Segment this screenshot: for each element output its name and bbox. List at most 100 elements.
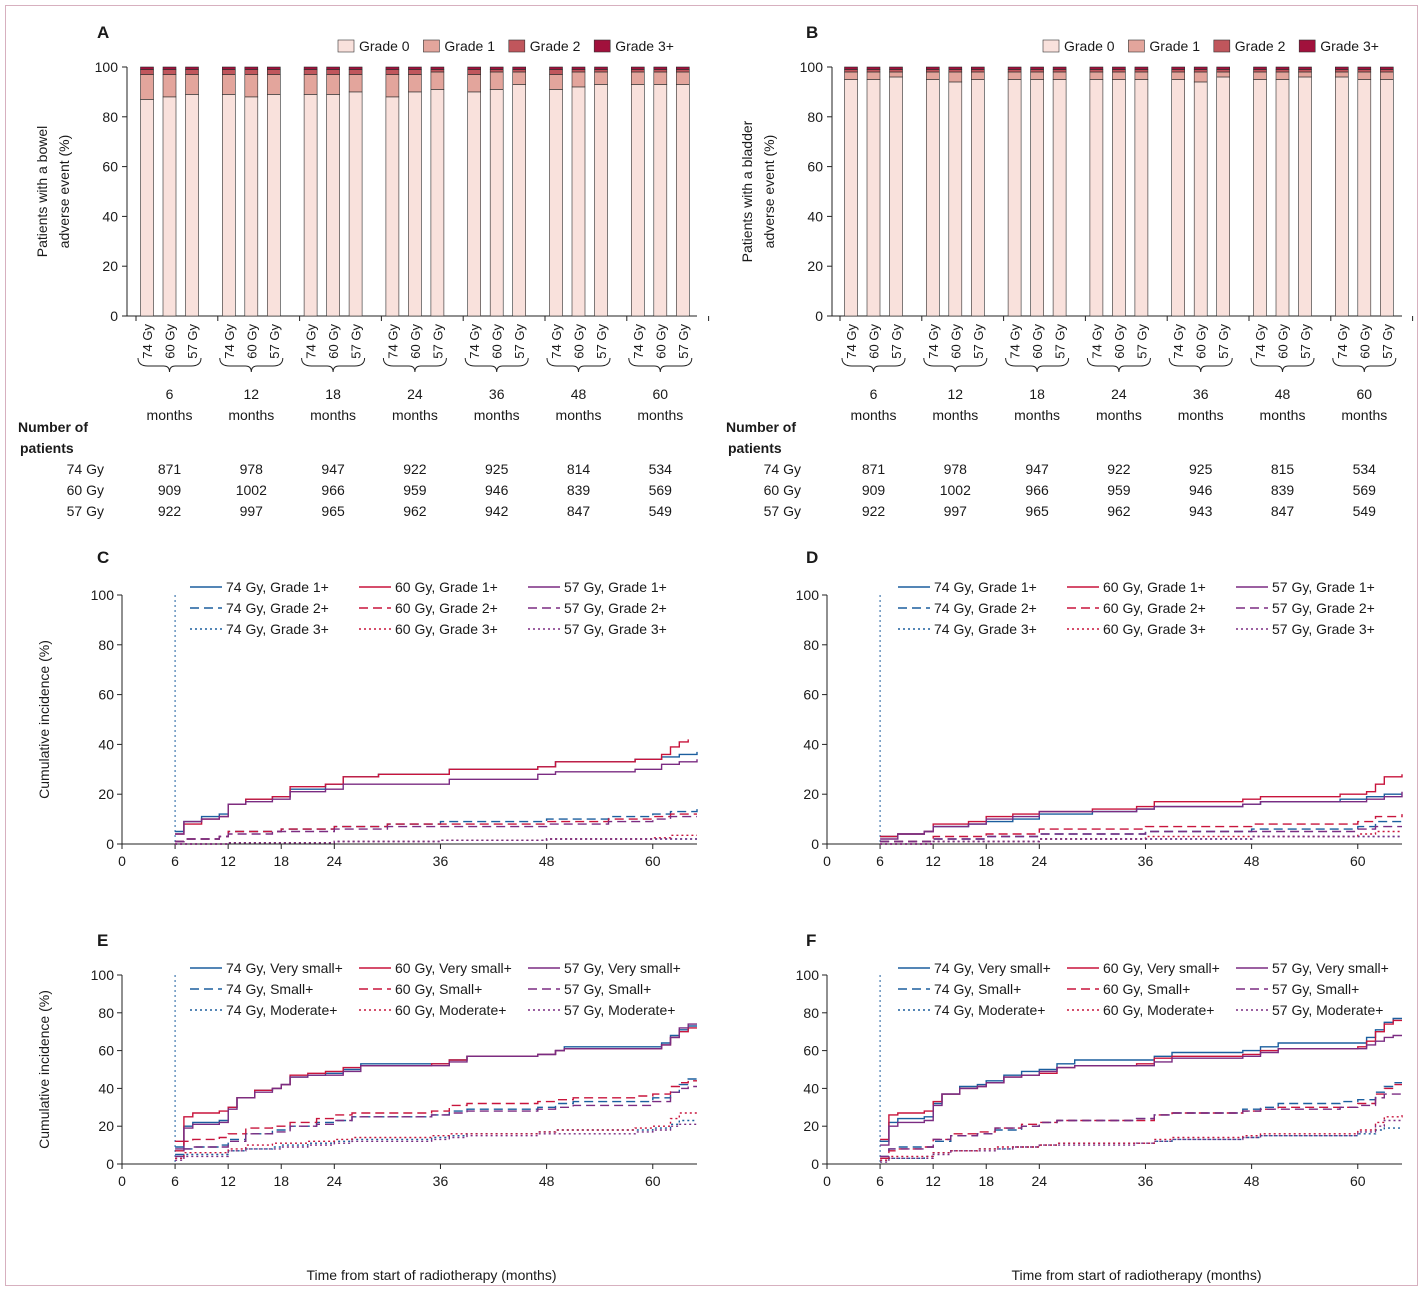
y-tick-label: 60 (98, 687, 114, 703)
legend-swatch (423, 39, 440, 53)
bar-segment (489, 89, 504, 317)
y-tick-label: 20 (803, 786, 819, 802)
bar-segment (889, 66, 903, 70)
bar-segment (549, 69, 563, 75)
x-tick-label: 48 (539, 853, 555, 869)
bar-segment (844, 71, 858, 80)
bar-segment (185, 69, 199, 75)
bar-arm-label: 57 Gy (185, 324, 200, 359)
legend-label: 60 Gy, Very small+ (1103, 960, 1220, 976)
x-tick-label: 18 (273, 1173, 289, 1189)
bar-segment (1052, 79, 1067, 317)
patients-count: 947 (1025, 461, 1049, 477)
y-tick-label: 20 (98, 1118, 114, 1134)
y-axis-label: adverse event (%) (761, 135, 777, 249)
group-label: months (637, 407, 683, 423)
group-brace (464, 357, 529, 373)
legend-swatch (337, 39, 355, 53)
bar-segment (653, 66, 668, 70)
group-brace (382, 357, 447, 373)
series-line (175, 759, 698, 835)
bar-segment (266, 94, 281, 317)
bar-segment (222, 74, 236, 95)
bar-segment (925, 69, 940, 73)
patients-count: 946 (1189, 482, 1213, 498)
bar-segment (630, 66, 645, 70)
y-tick-label: 80 (98, 1005, 114, 1021)
bar-arm-label: 74 Gy (926, 324, 941, 359)
panel-letter: F (806, 931, 816, 950)
bar-segment (430, 69, 445, 73)
bar-segment (408, 66, 422, 70)
y-tick-label: 40 (803, 1080, 819, 1096)
series-line (175, 1078, 697, 1156)
y-axis-label: Cumulative incidence (%) (36, 640, 52, 799)
legend-label: 74 Gy, Grade 3+ (226, 621, 329, 637)
legend-swatch (1128, 39, 1145, 53)
legend-label: 57 Gy, Grade 3+ (564, 621, 667, 637)
patients-count: 922 (1107, 461, 1131, 477)
group-label: 24 (1111, 386, 1127, 402)
group-brace (546, 357, 611, 373)
y-tick-label: 80 (807, 109, 823, 125)
bar-segment (467, 74, 482, 93)
bar-arm-label: 57 Gy (1380, 324, 1395, 359)
x-tick-label: 18 (978, 1173, 994, 1189)
bar-segment (303, 74, 318, 95)
group-label: 18 (1029, 386, 1045, 402)
bar-segment (140, 66, 154, 70)
bar-segment (970, 66, 985, 70)
patients-count: 942 (485, 503, 509, 519)
group-label: months (392, 407, 438, 423)
bar-segment (866, 79, 881, 317)
bar-segment (385, 96, 400, 317)
bar-segment (675, 69, 690, 73)
bar-segment (408, 74, 422, 93)
panel-letter: A (97, 23, 109, 42)
bar-segment (512, 69, 527, 73)
bar-segment (630, 71, 645, 85)
y-tick-label: 100 (95, 59, 119, 75)
patients-count: 966 (321, 482, 345, 498)
patients-title: Number of (18, 419, 88, 435)
bar-arm-label: 60 Gy (1357, 324, 1372, 359)
patients-count: 925 (485, 461, 509, 477)
bar-segment (571, 66, 586, 70)
y-tick-label: 100 (91, 967, 115, 983)
bar-segment (1112, 71, 1126, 80)
legend-label: Grade 2 (530, 38, 581, 54)
group-label: 36 (1193, 386, 1209, 402)
bar-segment (549, 89, 563, 317)
bar-segment (489, 66, 504, 70)
bar-segment (1380, 71, 1394, 80)
bar-arm-label: 74 Gy (304, 324, 319, 359)
x-tick-label: 6 (171, 1173, 179, 1189)
panel-letter: D (806, 548, 818, 567)
legend-label: Grade 1 (444, 38, 495, 54)
patients-count: 946 (485, 482, 509, 498)
bar-segment (653, 71, 668, 85)
group-label: 12 (244, 386, 260, 402)
y-axis-label: Patients with a bladder (739, 120, 755, 262)
legend-swatch (593, 39, 611, 53)
legend-label: 60 Gy, Grade 3+ (1103, 621, 1206, 637)
group-label: 36 (489, 386, 505, 402)
bar-arm-label: 74 Gy (1253, 324, 1268, 359)
bar-arm-label: 57 Gy (1053, 324, 1068, 359)
bar-arm-label: 57 Gy (889, 324, 904, 359)
patients-count: 847 (567, 503, 591, 519)
legend-label: 57 Gy, Small+ (564, 981, 651, 997)
group-label: months (474, 407, 520, 423)
patients-title: Number of (726, 419, 796, 435)
patients-count: 871 (862, 461, 886, 477)
group-brace (628, 357, 693, 373)
bar-arm-label: 57 Gy (430, 324, 445, 359)
bar-segment (326, 66, 340, 70)
bar-arm-label: 74 Gy (631, 324, 646, 359)
series-line (880, 1019, 1402, 1141)
x-tick-label: 24 (1032, 1173, 1048, 1189)
legend-label: 60 Gy, Small+ (1103, 981, 1190, 997)
group-brace (301, 357, 366, 373)
bar-segment (185, 66, 199, 70)
bar-segment (1030, 79, 1044, 317)
